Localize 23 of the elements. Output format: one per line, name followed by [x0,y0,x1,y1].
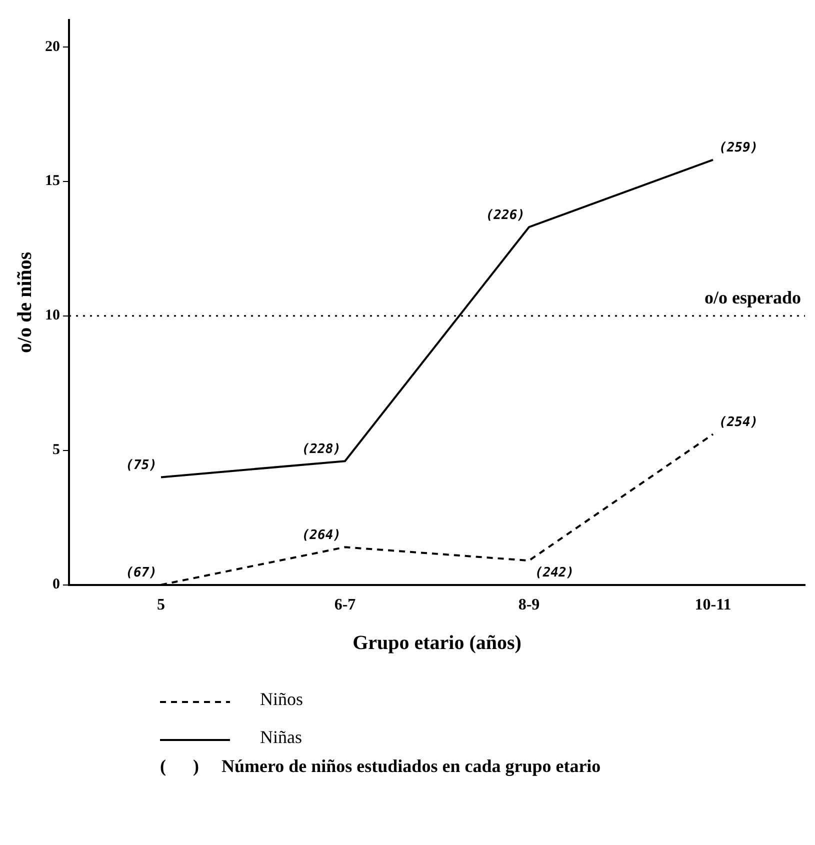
y-tick-label: 15 [45,173,60,190]
x-tick-label: 10-11 [694,596,732,614]
annotation: (254) [719,415,758,430]
annotation: (259) [719,140,758,156]
text: ( ) Número de niños estudiados en cada grupo etario [160,756,602,777]
annotation: (226) [486,208,525,223]
legend-label: Niñas [260,726,302,748]
annotation: (67) [126,566,157,581]
y-tick-label: 0 [52,576,60,593]
x-tick-label: 8-9 [518,596,540,614]
y-tick-label: 10 [45,308,60,324]
y-tick-label: 20 [45,38,60,55]
annotation: (228) [302,442,341,457]
annotation: (264) [302,528,341,544]
annotation: (242) [535,565,574,580]
legend-label: Niños [260,688,304,710]
x-tick-label: 5 [157,596,165,614]
x-tick-label: 6-7 [334,596,356,614]
ref-line-label: o/o esperado [704,288,801,308]
y-tick-label: 5 [52,442,60,458]
annotation: (75) [126,458,157,474]
y-axis-title: o/o de niños [14,252,36,353]
x-axis-title: Grupo etario (años) [352,632,522,654]
